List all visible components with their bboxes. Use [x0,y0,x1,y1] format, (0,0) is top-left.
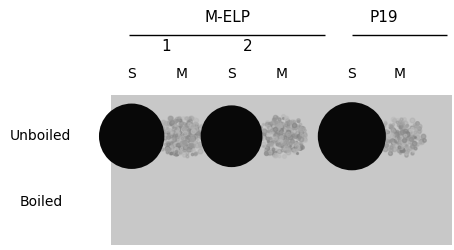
Text: M-ELP: M-ELP [204,10,250,25]
Text: P19: P19 [369,10,398,25]
Text: Boiled: Boiled [19,196,63,209]
Ellipse shape [99,104,164,169]
Text: Unboiled: Unboiled [10,129,72,143]
Ellipse shape [318,102,386,170]
Text: S: S [347,68,356,82]
Bar [111,95,452,245]
Text: M: M [276,68,287,82]
Text: 1: 1 [161,39,171,54]
Text: M: M [394,68,405,82]
Text: S: S [227,68,236,82]
Ellipse shape [201,106,262,167]
Text: 2: 2 [242,39,252,54]
Text: S: S [127,68,136,82]
Text: M: M [176,68,188,82]
